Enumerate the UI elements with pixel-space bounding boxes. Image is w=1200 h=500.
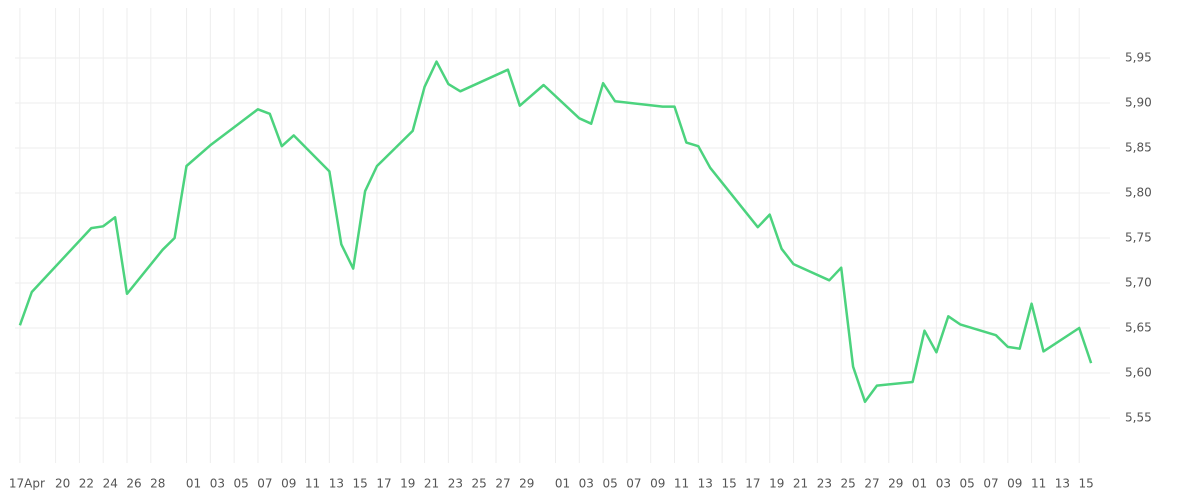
x-tick-label: 13 xyxy=(698,477,713,491)
x-tick-label: 03 xyxy=(210,477,225,491)
x-tick-label: 25 xyxy=(472,477,487,491)
x-tick-label: 01 xyxy=(186,477,201,491)
x-tick-label: 15 xyxy=(1079,477,1094,491)
x-tick-label: 05 xyxy=(602,477,617,491)
x-tick-label: 15 xyxy=(353,477,368,491)
x-tick-label: 29 xyxy=(519,477,534,491)
x-tick-label: 11 xyxy=(674,477,689,491)
x-tick-label: 23 xyxy=(448,477,463,491)
x-tick-label: 24 xyxy=(103,477,118,491)
x-tick-label: 01 xyxy=(555,477,570,491)
x-tick-label: 15 xyxy=(721,477,736,491)
x-tick-label: 11 xyxy=(305,477,320,491)
x-tick-label: 13 xyxy=(1055,477,1070,491)
y-tick-label: 5,75 xyxy=(1125,231,1152,245)
x-tick-label: 22 xyxy=(79,477,94,491)
y-tick-label: 5,70 xyxy=(1125,276,1152,290)
x-tick-label: 07 xyxy=(983,477,998,491)
y-tick-label: 5,95 xyxy=(1125,51,1152,65)
x-tick-label: 28 xyxy=(150,477,165,491)
x-tick-label: 09 xyxy=(281,477,296,491)
x-tick-label: 27 xyxy=(495,477,510,491)
x-tick-label: 03 xyxy=(936,477,951,491)
x-tick-label: 17 xyxy=(376,477,391,491)
x-tick-label: 13 xyxy=(329,477,344,491)
x-tick-label: 23 xyxy=(817,477,832,491)
x-tick-label: 19 xyxy=(769,477,784,491)
y-tick-label: 5,60 xyxy=(1125,366,1152,380)
x-tick-label: 19 xyxy=(400,477,415,491)
x-tick-label: 21 xyxy=(424,477,439,491)
x-tick-label: 05 xyxy=(960,477,975,491)
x-tick-label: 25 xyxy=(841,477,856,491)
x-tick-label: 05 xyxy=(234,477,249,491)
price-line xyxy=(18,60,1093,404)
x-tick-label: 21 xyxy=(793,477,808,491)
x-tick-label: 09 xyxy=(1007,477,1022,491)
y-tick-label: 5,80 xyxy=(1125,186,1152,200)
y-tick-label: 5,85 xyxy=(1125,141,1152,155)
x-tick-label: 07 xyxy=(626,477,641,491)
x-tick-label: 11 xyxy=(1031,477,1046,491)
x-tick-label: 07 xyxy=(257,477,272,491)
y-tick-label: 5,90 xyxy=(1125,96,1152,110)
x-tick-label: 27 xyxy=(864,477,879,491)
y-tick-label: 5,65 xyxy=(1125,321,1152,335)
x-tick-label: 26 xyxy=(126,477,141,491)
y-tick-label: 5,55 xyxy=(1125,411,1152,425)
x-tick-label: 17 xyxy=(745,477,760,491)
x-tick-label: 01 xyxy=(912,477,927,491)
x-tick-label: 17Apr xyxy=(9,477,45,491)
x-tick-label: 09 xyxy=(650,477,665,491)
x-tick-label: 29 xyxy=(888,477,903,491)
x-tick-label: 03 xyxy=(579,477,594,491)
x-tick-label: 20 xyxy=(55,477,70,491)
